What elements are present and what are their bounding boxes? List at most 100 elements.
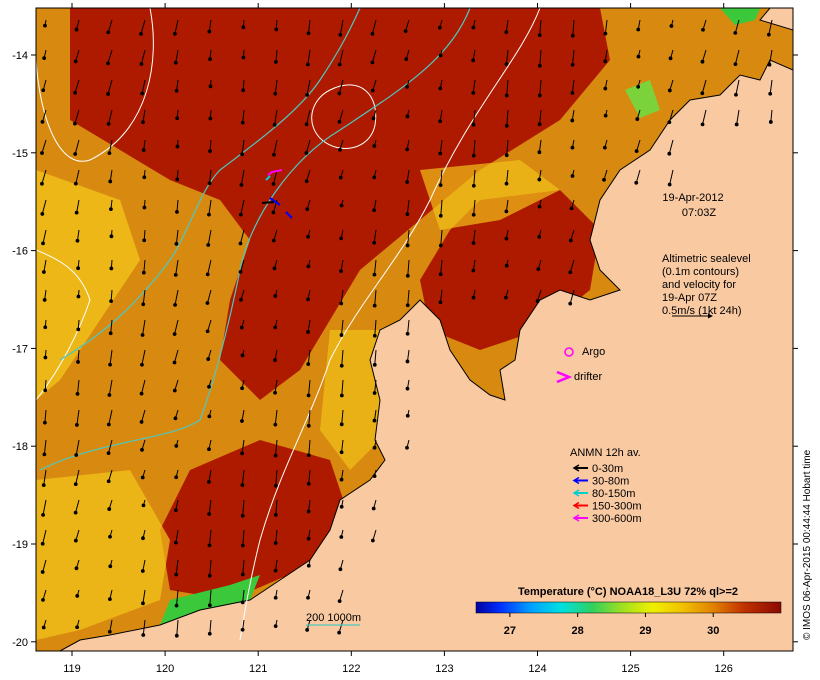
velocity-arrow-head xyxy=(73,181,78,186)
velocity-arrow-head xyxy=(140,569,145,573)
velocity-arrow xyxy=(406,199,410,215)
mooring-vector-80-150 xyxy=(265,175,271,181)
sealevel-contour xyxy=(239,8,541,641)
velocity-arrow xyxy=(736,109,740,125)
velocity-arrow-head xyxy=(175,144,180,149)
velocity-arrow-head xyxy=(141,270,146,275)
velocity-arrow-head xyxy=(537,122,542,127)
velocity-arrow xyxy=(308,439,311,456)
velocity-arrow-head xyxy=(635,117,640,121)
velocity-arrow-head xyxy=(372,445,377,450)
velocity-arrow-head xyxy=(371,116,376,121)
velocity-arrow-head xyxy=(306,536,311,541)
velocity-arrow-head xyxy=(108,179,113,184)
velocity-arrow-head xyxy=(76,294,81,299)
velocity-arrow-head xyxy=(207,212,211,217)
velocity-arrow-head xyxy=(106,61,110,66)
velocity-arrow-head xyxy=(41,512,45,517)
velocity-arrow xyxy=(206,289,212,304)
velocity-arrow-head xyxy=(338,147,342,152)
velocity-arrow-head xyxy=(207,181,212,186)
velocity-arrow xyxy=(75,169,80,184)
legend-label: 30-80m xyxy=(592,476,629,488)
velocity-arrow-head xyxy=(108,331,113,336)
velocity-arrow-head xyxy=(173,416,178,421)
isobath-200m xyxy=(39,8,471,471)
velocity-arrow xyxy=(43,259,47,273)
velocity-arrow xyxy=(207,319,212,332)
velocity-arrow-head xyxy=(339,535,344,539)
velocity-arrow xyxy=(241,439,245,454)
velocity-arrow-head xyxy=(438,151,443,156)
velocity-arrow-head xyxy=(239,325,244,330)
velocity-arrow-head xyxy=(142,238,147,243)
velocity-arrow-head xyxy=(74,566,79,571)
velocity-arrow xyxy=(308,469,311,484)
velocity-arrow xyxy=(374,349,377,365)
velocity-arrow-head xyxy=(240,600,245,605)
velocity-arrow-head xyxy=(504,153,509,158)
velocity-arrow-head xyxy=(504,295,508,300)
velocity-arrow xyxy=(77,379,80,394)
velocity-arrow xyxy=(339,19,344,35)
velocity-arrow-head xyxy=(40,212,45,216)
velocity-arrow xyxy=(306,79,311,95)
velocity-arrow xyxy=(373,229,377,243)
velocity-arrow xyxy=(341,379,344,396)
warm-water-north xyxy=(70,8,610,400)
velocity-arrow xyxy=(539,109,542,125)
velocity-arrow xyxy=(307,319,311,333)
velocity-arrow-head xyxy=(41,597,45,602)
cool-water-west xyxy=(36,170,140,400)
velocity-arrow-head xyxy=(471,295,476,300)
velocity-arrow xyxy=(142,109,146,123)
velocity-arrow-head xyxy=(41,88,46,93)
velocity-arrow-head xyxy=(337,62,342,67)
velocity-arrow-head xyxy=(42,298,47,302)
velocity-arrow xyxy=(405,19,410,32)
velocity-arrow-head xyxy=(636,54,641,59)
velocity-arrow-head xyxy=(667,88,672,93)
velocity-arrow xyxy=(734,49,740,65)
velocity-arrow-head xyxy=(42,56,47,61)
velocity-arrow-head xyxy=(734,92,738,97)
velocity-arrow-head xyxy=(173,272,178,277)
velocity-arrow xyxy=(635,169,641,183)
legend-arrowhead xyxy=(572,489,580,497)
velocity-arrow xyxy=(108,379,113,396)
velocity-arrow-head xyxy=(306,31,311,36)
velocity-arrow xyxy=(174,19,179,34)
velocity-arrow-head xyxy=(700,122,705,127)
velocity-arrow-head xyxy=(339,450,344,455)
velocity-arrow-head xyxy=(241,55,246,60)
velocity-arrow-head xyxy=(139,420,144,424)
velocity-arrow xyxy=(107,49,113,64)
velocity-arrow xyxy=(307,49,311,65)
velocity-arrow xyxy=(74,109,80,124)
velocity-arrow xyxy=(176,589,179,606)
altimetry-line: and velocity for xyxy=(662,279,736,291)
velocity-arrow-head xyxy=(140,91,145,96)
velocity-arrow-head xyxy=(437,25,442,30)
velocity-arrow xyxy=(669,169,674,185)
velocity-arrow-head xyxy=(74,27,79,32)
velocity-arrow xyxy=(339,49,344,65)
velocity-arrow xyxy=(339,589,344,602)
velocity-arrow xyxy=(141,79,146,94)
velocity-arrow xyxy=(108,469,113,482)
velocity-arrow xyxy=(407,319,410,334)
mooring-vector-0-30 xyxy=(261,201,275,204)
velocity-arrow-head xyxy=(174,540,178,545)
velocity-arrow-head xyxy=(240,419,244,423)
velocity-arrow-head xyxy=(174,603,179,608)
velocity-arrow-head xyxy=(305,92,309,97)
velocity-arrow xyxy=(341,319,344,336)
velocity-arrow-head xyxy=(504,263,509,268)
velocity-arrow xyxy=(668,109,674,123)
velocity-arrow-head xyxy=(273,568,278,573)
velocity-arrow-head xyxy=(603,31,608,36)
colorbar-tick-label: 27 xyxy=(504,625,516,637)
velocity-arrow xyxy=(440,199,443,216)
velocity-arrow-head xyxy=(537,63,542,68)
velocity-arrow-head xyxy=(602,145,607,150)
